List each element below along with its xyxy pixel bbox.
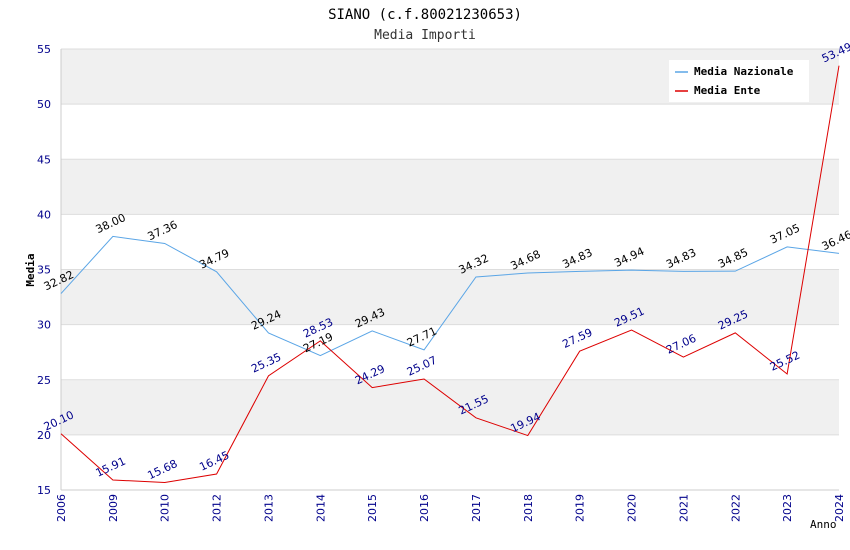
legend-box [669, 60, 809, 102]
x-tick-label: 2016 [418, 494, 431, 522]
chart-title: SIANO (c.f.80021230653) [328, 7, 522, 23]
x-tick-label: 2014 [314, 494, 327, 522]
x-tick-label: 2012 [211, 494, 224, 522]
x-axis-ticks: 2006 2009 2010 2012 2013 2014 2015 2016 2017 2018… [55, 494, 846, 522]
plot-background [60, 48, 839, 491]
x-tick-label: 2018 [522, 494, 535, 522]
legend-label-media-nazionale: Media Nazionale [694, 65, 794, 78]
x-tick-label: 2024 [833, 494, 846, 522]
y-tick-label: 45 [37, 153, 51, 166]
x-tick-label: 2021 [677, 494, 690, 522]
x-tick-label: 2023 [781, 494, 794, 522]
x-tick-label: 2013 [262, 494, 275, 522]
y-tick-label: 55 [37, 43, 51, 56]
x-axis-label: Anno [810, 518, 837, 531]
y-axis-ticks: 15 20 25 30 35 40 45 50 55 [37, 43, 51, 497]
x-tick-label: 2009 [107, 494, 120, 522]
legend-label-media-ente: Media Ente [694, 84, 761, 97]
grid-band [61, 324, 839, 380]
y-tick-label: 20 [37, 429, 51, 442]
y-tick-label: 40 [37, 208, 51, 221]
x-tick-label: 2010 [159, 494, 172, 522]
x-tick-label: 2015 [366, 494, 379, 522]
y-tick-label: 30 [37, 319, 51, 332]
legend: Media Nazionale Media Ente [669, 60, 809, 102]
grid-band [61, 269, 839, 325]
chart-subtitle: Media Importi [374, 28, 476, 43]
y-tick-label: 15 [37, 484, 51, 497]
grid-band [61, 159, 839, 215]
y-axis-label: Media [24, 253, 37, 286]
y-tick-label: 25 [37, 374, 51, 387]
grid-band [61, 434, 839, 490]
x-tick-label: 2020 [626, 494, 639, 522]
x-tick-label: 2006 [55, 494, 68, 522]
grid-band [61, 214, 839, 270]
grid-band [61, 104, 839, 160]
x-tick-label: 2019 [574, 494, 587, 522]
grid-band [61, 379, 839, 435]
series-line-media-ente [60, 65, 840, 484]
x-tick-label: 2017 [470, 494, 483, 522]
series-line-media-nazionale [60, 235, 840, 357]
y-tick-label: 50 [37, 98, 51, 111]
series-lines [60, 65, 840, 484]
x-tick-label: 2022 [729, 494, 742, 522]
y-tick-label: 35 [37, 264, 51, 277]
